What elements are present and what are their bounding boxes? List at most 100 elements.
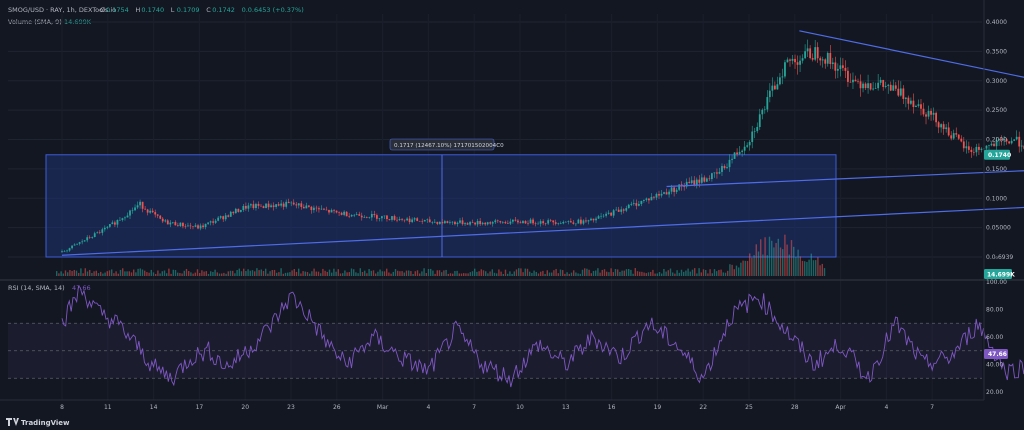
candle-body xyxy=(119,219,121,221)
current-price-badge[interactable] xyxy=(984,149,1010,160)
candle-body xyxy=(998,139,1000,140)
candle-body xyxy=(111,222,114,225)
volume-bar xyxy=(665,271,667,276)
candle-body xyxy=(673,187,676,192)
candle-body xyxy=(741,150,744,152)
volume-bar xyxy=(75,270,78,276)
candle-body xyxy=(421,221,424,222)
candle-body xyxy=(1000,139,1003,141)
candle-body xyxy=(517,220,519,223)
time-tick-label: 7 xyxy=(930,404,934,411)
candle-body xyxy=(522,221,524,224)
candle-body xyxy=(71,245,73,249)
candle-body xyxy=(103,227,106,230)
candle-body xyxy=(703,177,706,182)
volume-bar xyxy=(471,271,474,276)
candle-body xyxy=(630,203,633,205)
volume-bar xyxy=(540,271,542,276)
volume-bar xyxy=(320,273,322,276)
volume-bar xyxy=(568,273,570,276)
volume-bar xyxy=(251,270,254,276)
volume-bar xyxy=(381,271,383,276)
volume-bar xyxy=(518,268,520,276)
candle-body xyxy=(768,90,771,98)
volume-bar xyxy=(168,268,170,276)
candle-body xyxy=(265,203,267,209)
volume-bar xyxy=(355,272,357,276)
candle-body xyxy=(416,218,419,221)
price-axis[interactable]: 0.4000 0.3500 0.3000 0.2500 0.2000 0.1500 0.10… xyxy=(983,0,1015,280)
volume-bar xyxy=(735,265,738,276)
volume-bar xyxy=(267,273,269,276)
candle-body xyxy=(519,222,522,224)
candle-body xyxy=(572,222,575,224)
candle-body xyxy=(660,193,663,196)
volume-bar xyxy=(328,269,331,276)
candle-body xyxy=(204,223,207,228)
volume-bar xyxy=(254,271,256,276)
time-tick-label: 10 xyxy=(516,404,524,411)
candle-body xyxy=(78,242,81,244)
candle-body xyxy=(244,206,247,209)
candle-body xyxy=(726,167,728,169)
volume-bar xyxy=(177,272,179,276)
trendline-0[interactable] xyxy=(799,30,1024,175)
candle-body xyxy=(280,203,283,206)
volume-bar xyxy=(755,244,757,276)
time-axis[interactable]: 8 11 14 17 20 23 26 Mar 4 7 10 13 16 19 22 25 28 Apr 4 7 xyxy=(0,399,984,411)
rsi-tick-label: 20.00 xyxy=(986,389,1003,396)
volume-bar xyxy=(432,270,434,276)
volume-bar xyxy=(823,268,826,276)
ohlc-value-4: 0.0.6453 (+0.37%) xyxy=(242,6,304,14)
volume-bar xyxy=(652,269,654,276)
trendline-2[interactable] xyxy=(666,148,1024,188)
candle-body xyxy=(668,191,670,195)
rsi-axis[interactable]: 100.00 80.00 60.00 40.00 20.00 47.66 xyxy=(983,279,1008,400)
rsi-panel[interactable] xyxy=(8,285,1024,393)
candle-body xyxy=(257,203,260,206)
volume-bar xyxy=(683,271,685,276)
candle-body xyxy=(423,219,426,222)
candle-body xyxy=(476,221,479,225)
volume-bar xyxy=(520,268,522,276)
volume-bar xyxy=(115,271,117,276)
candle-body xyxy=(587,220,590,222)
candle-body xyxy=(862,83,864,89)
candle-body xyxy=(962,141,965,149)
volume-bar xyxy=(291,270,293,276)
candle-body xyxy=(171,222,174,223)
tradingview-logo[interactable]: TradingView xyxy=(6,418,70,427)
volume-bar xyxy=(289,272,291,276)
price-panel[interactable]: 0.1717 (12467.10%) 171701502004C0 xyxy=(8,14,1024,400)
ohlc-value-3: 0.1742 xyxy=(212,6,235,14)
candle-body xyxy=(826,52,829,64)
candle-body xyxy=(789,59,791,61)
candle-body xyxy=(338,212,340,214)
measure-range-box[interactable] xyxy=(45,154,837,258)
candle-body xyxy=(952,133,955,139)
candle-body xyxy=(459,220,461,223)
candle-body xyxy=(824,59,827,64)
candle-body xyxy=(179,222,182,227)
ohlc-value-0: 0.1754 xyxy=(106,6,129,14)
candle-body xyxy=(791,58,794,61)
volume-bar xyxy=(309,273,311,276)
volume-bar xyxy=(465,273,467,276)
rsi-line[interactable] xyxy=(61,285,1024,388)
candle-body xyxy=(277,204,280,206)
volume-bar xyxy=(476,271,478,276)
volume-badge[interactable] xyxy=(984,269,1012,279)
volume-bar xyxy=(720,269,722,276)
rsi-badge[interactable] xyxy=(984,348,1008,359)
volume-bar xyxy=(414,271,416,276)
volume-bar xyxy=(757,251,760,276)
time-tick-label: 16 xyxy=(608,404,616,411)
candle-body xyxy=(864,83,867,89)
candle-body xyxy=(698,179,701,183)
volume-bar xyxy=(749,253,751,276)
trendline-1[interactable] xyxy=(61,184,1024,256)
candle-body xyxy=(595,218,597,221)
volume-bar xyxy=(170,273,172,276)
